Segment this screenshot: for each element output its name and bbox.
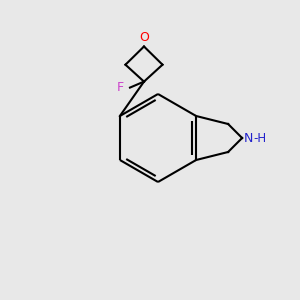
Text: N: N xyxy=(244,131,254,145)
Text: -H: -H xyxy=(253,131,266,145)
Text: O: O xyxy=(139,32,149,44)
Text: F: F xyxy=(117,81,124,94)
